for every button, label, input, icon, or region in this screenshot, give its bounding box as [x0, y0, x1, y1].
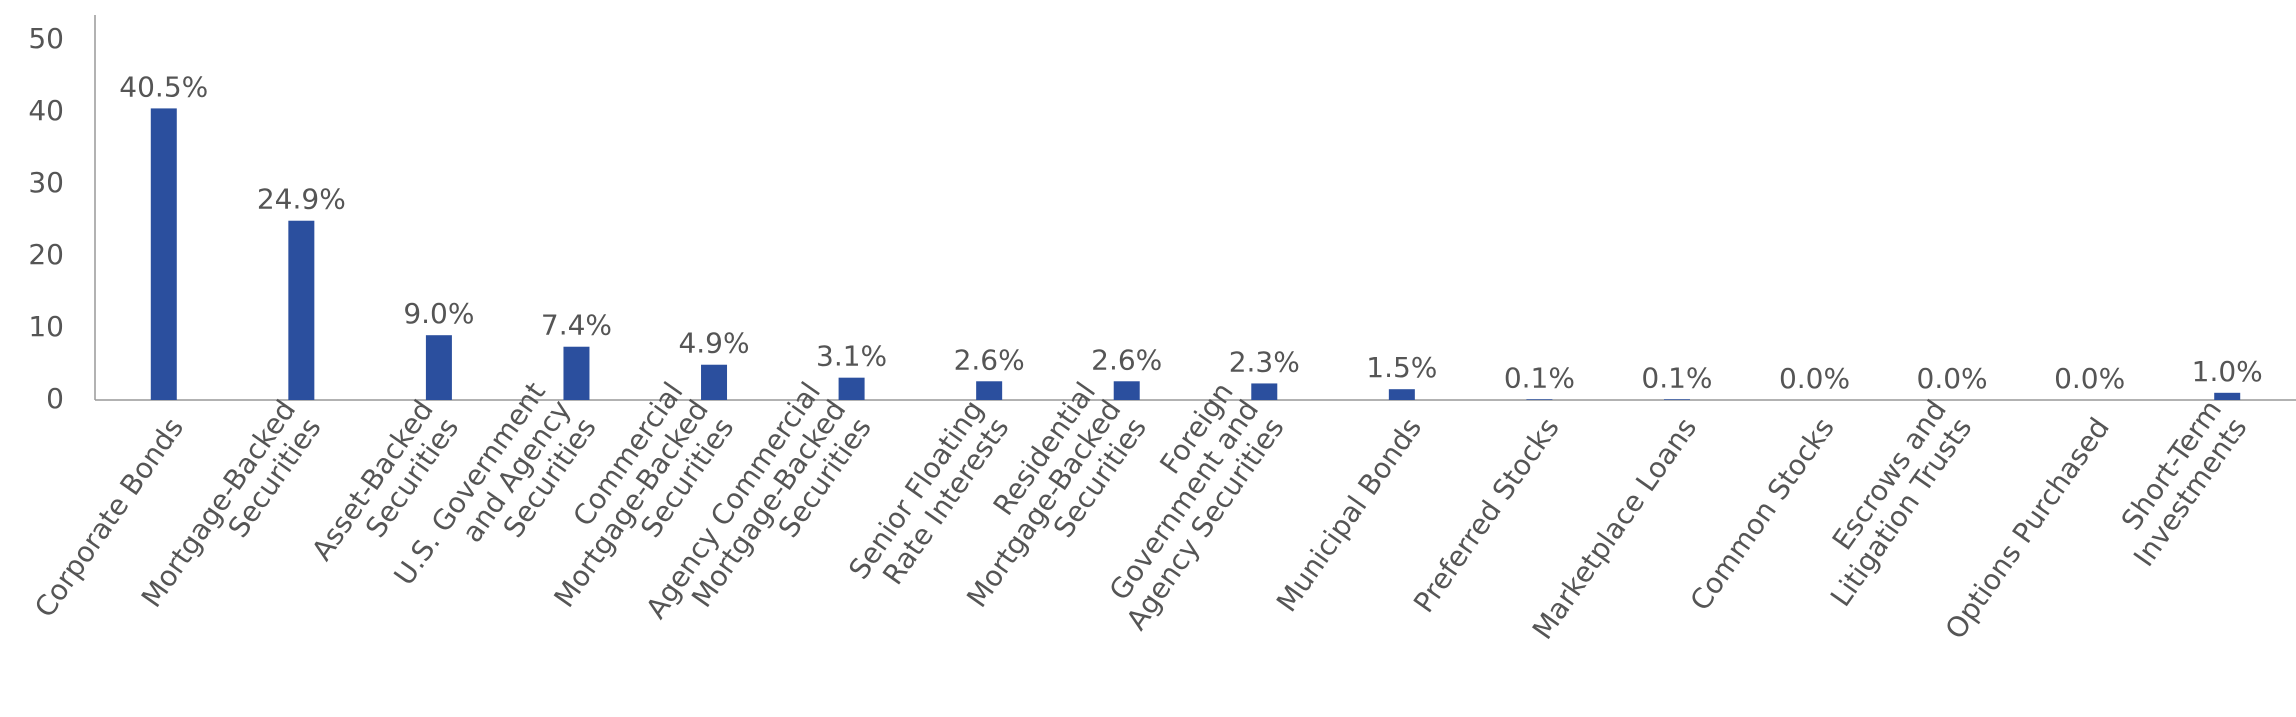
- y-tick-label: 50: [28, 22, 64, 55]
- value-label: 1.5%: [1366, 351, 1437, 384]
- bar: [838, 377, 865, 400]
- value-label: 4.9%: [678, 327, 749, 360]
- bar: [1526, 399, 1553, 400]
- x-tick-label: Common Stocks: [1684, 412, 1841, 617]
- value-label: 0.1%: [1504, 361, 1575, 394]
- value-label: 2.3%: [1229, 345, 1300, 378]
- bar: [425, 335, 452, 400]
- value-label: 40.5%: [119, 70, 208, 103]
- bar: [976, 381, 1003, 400]
- value-label: 0.1%: [1641, 361, 1712, 394]
- value-label: 3.1%: [816, 340, 887, 373]
- x-tick-label: Asset-BackedSecurities: [305, 394, 465, 584]
- x-tick-label: ResidentialMortgage-BackedSecurities: [935, 376, 1153, 631]
- value-label: 2.6%: [954, 343, 1025, 376]
- bar: [150, 108, 177, 401]
- y-tick-label: 40: [28, 94, 64, 127]
- value-label: 7.4%: [541, 309, 612, 342]
- bar: [1388, 389, 1415, 400]
- y-tick-label: 30: [28, 166, 64, 199]
- bar: [563, 346, 590, 400]
- value-label: 0.0%: [2054, 362, 2125, 395]
- bar: [1663, 399, 1690, 400]
- bar: [1251, 383, 1278, 400]
- bar: [288, 220, 315, 400]
- bar: [701, 364, 728, 400]
- x-tick-label: Short-TermInvestments: [2102, 394, 2254, 573]
- value-label: 0.0%: [1917, 362, 1988, 395]
- value-label: 9.0%: [403, 297, 474, 330]
- bar: [2214, 392, 2241, 400]
- y-tick-label: 0: [46, 382, 64, 415]
- y-tick-label: 20: [28, 238, 64, 271]
- value-label: 1.0%: [2192, 355, 2263, 388]
- value-label: 0.0%: [1779, 362, 1850, 395]
- x-tick-label: Municipal Bonds: [1270, 412, 1428, 618]
- value-label: 24.9%: [257, 183, 346, 216]
- bar: [1113, 381, 1140, 400]
- x-tick-label: Preferred Stocks: [1407, 412, 1566, 619]
- value-label: 2.6%: [1091, 343, 1162, 376]
- y-tick-label: 10: [28, 310, 64, 343]
